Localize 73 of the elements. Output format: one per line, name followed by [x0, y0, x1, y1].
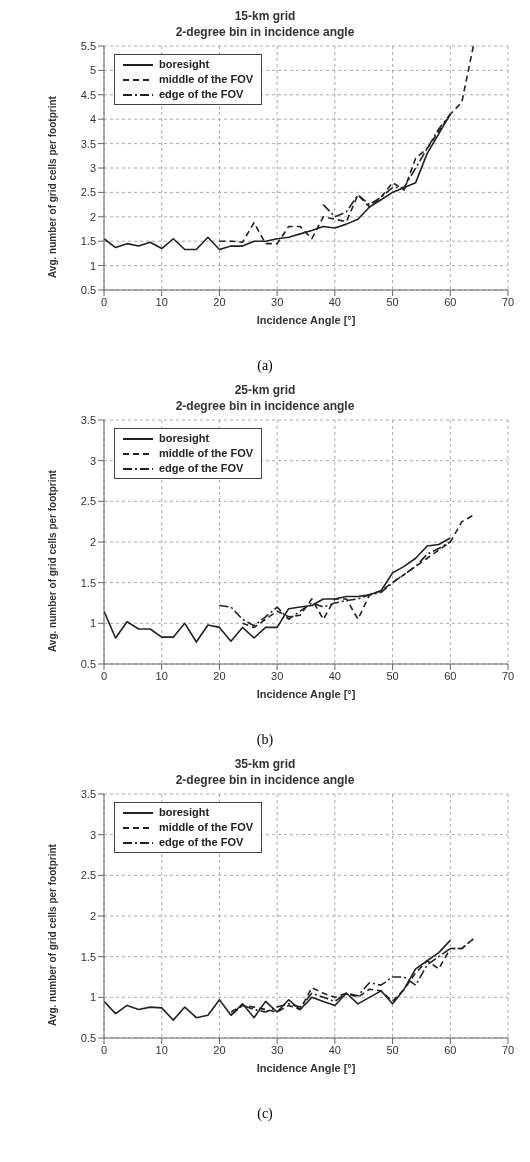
- text: (c): [256, 1106, 274, 1122]
- x-tick-label: 60: [444, 295, 457, 308]
- y-axis-title: Avg. number of grid cells per footprint: [46, 469, 58, 652]
- x-tick-label: 70: [501, 1043, 515, 1056]
- legend-label: boresight: [159, 431, 210, 446]
- x-tick-label: 10: [155, 295, 168, 308]
- x-tick-label: 50: [386, 295, 399, 308]
- x-tick-label: 10: [155, 669, 168, 682]
- legend-label: middle of the FOV: [159, 446, 254, 461]
- y-tick-label: 3: [89, 828, 96, 841]
- y-tick-label: 1: [89, 617, 96, 630]
- x-tick-label: 40: [328, 1043, 341, 1056]
- x-tick-label: 20: [213, 295, 226, 308]
- legend-label: middle of the FOV: [159, 72, 254, 87]
- x-tick-label: 70: [501, 669, 515, 682]
- x-tick-label: 0: [100, 295, 108, 308]
- y-axis-title: Avg. number of grid cells per footprint: [46, 95, 58, 278]
- x-tick-label: 0: [100, 669, 108, 682]
- x-tick-label: 50: [386, 1043, 399, 1056]
- x-tick-label: 40: [328, 295, 341, 308]
- x-tick-label: 10: [155, 1043, 168, 1056]
- y-tick-label: 2.5: [80, 186, 96, 199]
- y-tick-label: 4.5: [80, 88, 96, 101]
- y-tick-label: 3: [89, 161, 96, 174]
- y-tick-label: 5.5: [80, 39, 96, 52]
- x-axis-title: Incidence Angle [°]: [256, 1062, 356, 1074]
- chart-title: 25-km grid: [233, 382, 297, 398]
- y-tick-label: 1: [89, 259, 96, 272]
- y-tick-label: 2: [89, 535, 96, 548]
- chart-title: 35-km grid: [233, 756, 297, 772]
- legend-label: edge of the FOV: [159, 87, 244, 102]
- y-tick-label: 0.5: [80, 283, 96, 296]
- chart-title: 15-km grid: [233, 8, 297, 24]
- x-tick-label: 60: [444, 1043, 457, 1056]
- x-tick-label: 30: [271, 1043, 284, 1056]
- y-tick-label: 4: [89, 113, 96, 126]
- text: (a): [256, 358, 274, 374]
- chart-subtitle: 2-degree bin in incidence angle: [174, 24, 356, 40]
- y-tick-label: 3.5: [80, 787, 96, 800]
- x-tick-label: 20: [213, 669, 226, 682]
- x-tick-label: 0: [100, 1043, 108, 1056]
- text: (b): [255, 732, 275, 748]
- y-tick-label: 3.5: [80, 137, 96, 150]
- y-tick-label: 2.5: [80, 495, 96, 508]
- y-tick-label: 2: [89, 909, 96, 922]
- y-axis-title: Avg. number of grid cells per footprint: [46, 843, 58, 1026]
- y-tick-label: 3: [89, 454, 96, 467]
- y-tick-label: 1.5: [80, 576, 96, 589]
- x-tick-label: 20: [213, 1043, 226, 1056]
- x-tick-label: 30: [271, 669, 284, 682]
- chart-subtitle: 2-degree bin in incidence angle: [174, 398, 356, 414]
- x-tick-label: 50: [386, 669, 399, 682]
- legend-label: boresight: [159, 57, 210, 72]
- x-tick-label: 70: [501, 295, 515, 308]
- y-tick-label: 3.5: [80, 413, 96, 426]
- legend-label: edge of the FOV: [159, 461, 244, 476]
- x-tick-label: 40: [328, 669, 341, 682]
- x-tick-label: 60: [444, 669, 457, 682]
- x-tick-label: 30: [271, 295, 284, 308]
- y-tick-label: 1.5: [80, 950, 96, 963]
- chart-subtitle: 2-degree bin in incidence angle: [174, 772, 356, 788]
- y-tick-label: 1: [89, 991, 96, 1004]
- y-tick-label: 0.5: [80, 657, 96, 670]
- y-tick-label: 0.5: [80, 1031, 96, 1044]
- legend-label: middle of the FOV: [159, 820, 254, 835]
- y-tick-label: 1.5: [80, 235, 96, 248]
- y-tick-label: 2.5: [80, 869, 96, 882]
- legend-label: edge of the FOV: [159, 835, 244, 850]
- x-axis-title: Incidence Angle [°]: [256, 688, 356, 700]
- y-tick-label: 2: [89, 210, 96, 223]
- x-axis-title: Incidence Angle [°]: [256, 314, 356, 326]
- y-tick-label: 5: [89, 64, 96, 77]
- legend-label: boresight: [159, 805, 210, 820]
